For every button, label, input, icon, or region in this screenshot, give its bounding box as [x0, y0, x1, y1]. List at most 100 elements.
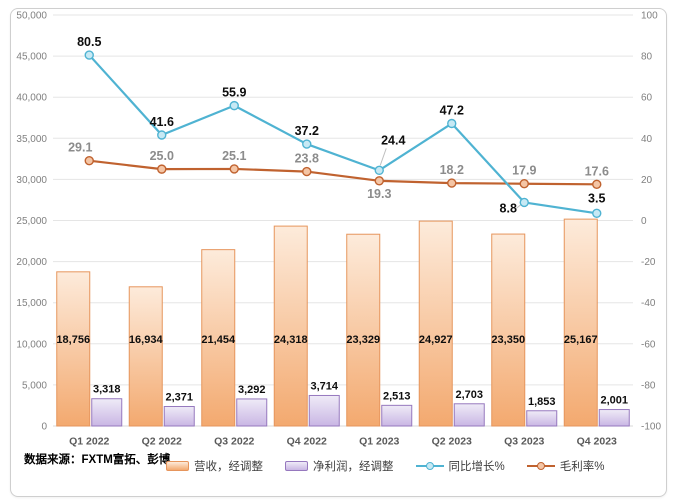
- y-axis-left-tick: 40,000: [16, 93, 47, 104]
- line-label-margin: 19.3: [367, 187, 391, 201]
- y-axis-left-tick: 35,000: [16, 134, 47, 145]
- marker-growth: [84, 50, 94, 60]
- x-axis-category: Q1 2023: [359, 436, 399, 448]
- y-axis-right-tick: -20: [641, 257, 656, 268]
- bar-profit: [91, 398, 123, 427]
- legend-item-margin: 毛利率%: [526, 458, 605, 474]
- bar-revenue: [273, 225, 308, 427]
- source-note: 数据来源：FXTM富拓、彭博: [24, 454, 171, 466]
- bar-label-revenue: 21,454: [201, 334, 236, 346]
- line-label-margin: 25.1: [222, 149, 246, 163]
- marker-growth: [592, 208, 602, 219]
- x-axis-category: Q2 2023: [432, 436, 472, 448]
- bar-profit: [381, 404, 413, 427]
- bar-label-profit: 3,318: [93, 384, 121, 396]
- y-axis-left-tick: 50,000: [16, 11, 47, 22]
- bar-label-profit: 1,853: [528, 396, 556, 408]
- y-axis-right-tick: -80: [641, 380, 656, 391]
- bar-revenue: [201, 249, 236, 427]
- bar-revenue: [563, 218, 598, 427]
- legend-item-profit: 净利润，经调整: [285, 458, 394, 474]
- y-axis-right-tick: 100: [641, 11, 658, 22]
- y-axis-right-tick: 60: [641, 93, 653, 104]
- bar-label-profit: 2,703: [455, 389, 483, 401]
- bar-label-profit: 2,513: [383, 390, 411, 402]
- line-label-margin: 25.0: [150, 149, 174, 163]
- legend-label-profit: 净利润，经调整: [313, 461, 394, 473]
- bar-label-profit: 3,292: [238, 384, 266, 396]
- marker-growth: [374, 165, 384, 176]
- legend-label-revenue: 营收，经调整: [194, 461, 263, 473]
- y-axis-left-tick: 0: [41, 422, 47, 433]
- bar-profit: [526, 410, 558, 427]
- y-axis-left-tick: 45,000: [16, 52, 47, 63]
- line-label-growth: 24.4: [381, 133, 405, 147]
- bar-revenue: [418, 220, 453, 427]
- y-axis-left-tick: 10,000: [16, 339, 47, 350]
- marker-margin: [157, 164, 167, 174]
- bar-revenue: [491, 233, 526, 427]
- bar-label-profit: 2,371: [165, 392, 193, 404]
- bar-label-revenue: 23,350: [491, 334, 525, 346]
- marker-margin: [84, 155, 94, 166]
- label-leader-line: [379, 148, 387, 166]
- y-axis-right-tick: 0: [641, 216, 647, 227]
- line-label-growth: 8.8: [500, 201, 517, 215]
- x-axis-category: Q3 2023: [504, 436, 544, 448]
- profit-bar-swatch-icon: [285, 461, 308, 471]
- bar-profit: [453, 403, 485, 427]
- line-margin: [89, 159, 597, 186]
- bar-profit: [598, 409, 630, 427]
- bar-revenue: [346, 233, 381, 427]
- x-axis-category: Q2 2022: [142, 436, 182, 448]
- marker-margin: [229, 164, 239, 174]
- x-axis-category: Q4 2023: [577, 436, 617, 448]
- bar-label-revenue: 23,329: [346, 334, 380, 346]
- bar-label-profit: 2,001: [600, 395, 628, 407]
- line-label-growth: 55.9: [222, 86, 246, 100]
- x-axis-category: Q1 2022: [69, 436, 109, 448]
- revenue-bar-swatch-icon: [166, 461, 189, 471]
- marker-margin: [302, 166, 312, 177]
- marker-margin: [447, 178, 457, 188]
- y-axis-left-tick: 20,000: [16, 257, 47, 268]
- bar-label-revenue: 25,167: [564, 334, 598, 346]
- y-axis-right-tick: -100: [641, 422, 661, 433]
- line-label-growth: 41.6: [150, 115, 174, 129]
- bar-label-profit: 3,714: [310, 380, 338, 392]
- line-label-margin: 17.6: [585, 164, 609, 178]
- marker-growth: [229, 100, 239, 111]
- margin-line-swatch-icon: [526, 462, 555, 471]
- legend-item-revenue: 营收，经调整: [166, 458, 263, 474]
- line-label-margin: 17.9: [512, 164, 536, 178]
- line-label-margin: 18.2: [440, 163, 464, 177]
- marker-growth: [157, 130, 167, 140]
- y-axis-right-tick: -40: [641, 298, 656, 309]
- bar-label-revenue: 18,756: [56, 334, 90, 346]
- y-axis-left-tick: 15,000: [16, 298, 47, 309]
- legend-label-margin: 毛利率%: [559, 461, 605, 473]
- marker-margin: [592, 179, 602, 190]
- y-axis-left-tick: 25,000: [16, 216, 47, 227]
- legend-item-growth: 同比增长%: [415, 458, 505, 474]
- legend-label-growth: 同比增长%: [448, 461, 505, 473]
- bar-label-revenue: 16,934: [129, 334, 164, 346]
- bar-profit: [163, 406, 195, 427]
- y-axis-left-tick: 30,000: [16, 175, 47, 186]
- line-label-growth: 47.2: [440, 104, 464, 118]
- marker-growth: [447, 118, 457, 129]
- bar-profit: [308, 394, 340, 427]
- growth-line-swatch-icon: [415, 462, 444, 471]
- marker-growth: [302, 139, 312, 149]
- line-label-margin: 23.8: [295, 152, 319, 166]
- marker-margin: [519, 179, 529, 189]
- line-label-margin: 29.1: [68, 141, 92, 155]
- bar-label-revenue: 24,318: [274, 334, 308, 346]
- legend: 营收，经调整 净利润，经调整 同比增长% 毛利率%: [166, 458, 604, 474]
- marker-growth: [519, 197, 529, 208]
- line-label-growth: 80.5: [77, 35, 101, 49]
- y-axis-right-tick: 20: [641, 175, 653, 186]
- y-axis-right-tick: 40: [641, 134, 653, 145]
- y-axis-right-tick: 80: [641, 52, 653, 63]
